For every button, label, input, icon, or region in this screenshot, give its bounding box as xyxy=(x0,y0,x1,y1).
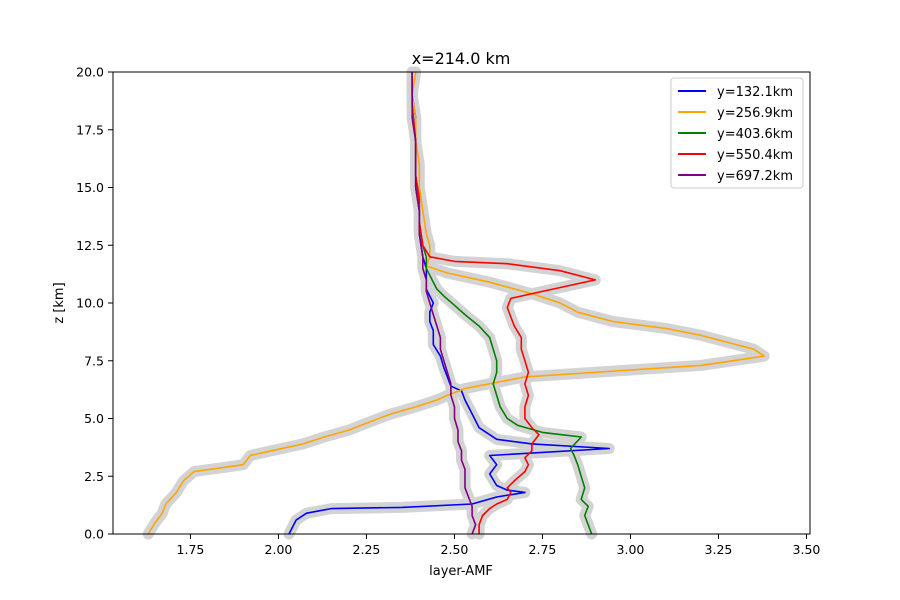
y-tick-label: 5.0 xyxy=(84,411,104,426)
y-tick-label: 15.0 xyxy=(76,180,104,195)
y-tick-label: 7.5 xyxy=(84,353,104,368)
series-line xyxy=(411,72,597,534)
chart-title: x=214.0 km xyxy=(412,49,511,68)
y-tick-label: 0.0 xyxy=(84,527,104,542)
y-axis-ticks: 0.0 2.5 5.0 7.5 10.0 12.5 15.0 17.5 20.0 xyxy=(76,65,113,542)
legend-label: y=132.1km xyxy=(717,85,793,100)
y-tick-label: 17.5 xyxy=(76,122,104,137)
x-axis-ticks: 1.75 2.00 2.25 2.50 2.75 3.00 3.25 3.50 xyxy=(177,534,821,557)
y-tick-label: 20.0 xyxy=(76,65,104,80)
series-line xyxy=(411,72,477,535)
y-tick-label: 2.5 xyxy=(84,469,104,484)
legend-label: y=403.6km xyxy=(717,127,793,142)
x-tick-label: 3.50 xyxy=(793,542,821,557)
series-line xyxy=(147,71,765,535)
x-tick-label: 3.25 xyxy=(705,542,733,557)
legend: y=132.1km y=256.9km y=403.6km y=550.4km y=69… xyxy=(670,77,804,189)
legend-label: y=256.9km xyxy=(717,106,793,121)
x-tick-label: 2.75 xyxy=(529,542,557,557)
x-tick-label: 1.75 xyxy=(177,542,205,557)
y-tick-label: 12.5 xyxy=(76,238,104,253)
series-lines xyxy=(147,71,765,535)
x-axis-label: layer-AMF xyxy=(429,564,493,579)
x-tick-label: 2.00 xyxy=(265,542,293,557)
y-axis-label: z [km] xyxy=(52,282,67,323)
x-tick-label: 2.25 xyxy=(353,542,381,557)
legend-label: y=550.4km xyxy=(717,148,793,163)
x-tick-label: 3.00 xyxy=(617,542,645,557)
y-tick-label: 10.0 xyxy=(76,296,104,311)
x-tick-label: 2.50 xyxy=(441,542,469,557)
legend-label: y=697.2km xyxy=(717,169,793,184)
legend-box xyxy=(670,77,804,189)
